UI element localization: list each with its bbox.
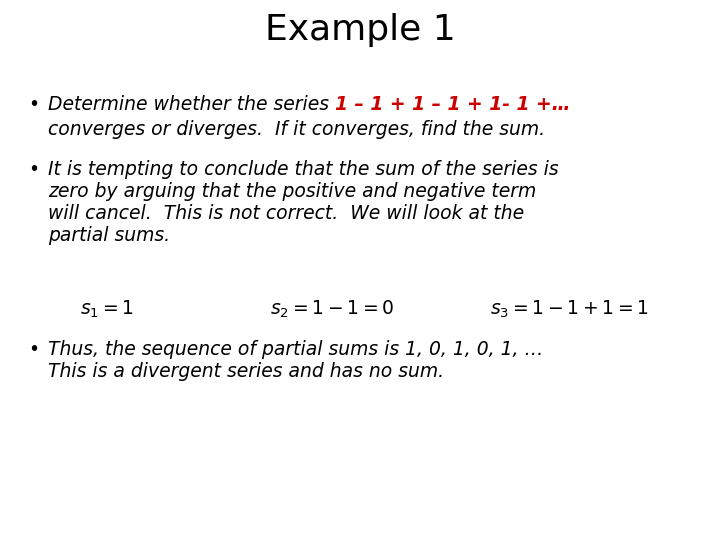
Text: zero by arguing that the positive and negative term: zero by arguing that the positive and ne… — [48, 182, 536, 201]
Text: Example 1: Example 1 — [265, 13, 455, 47]
Text: •: • — [28, 95, 39, 114]
Text: •: • — [28, 340, 39, 359]
Text: $s_3 = 1 - 1 + 1 = 1$: $s_3 = 1 - 1 + 1 = 1$ — [490, 299, 649, 320]
Text: Determine whether the series: Determine whether the series — [48, 95, 335, 114]
Text: $s_1 = 1$: $s_1 = 1$ — [80, 299, 134, 320]
Text: 1 – 1 + 1 – 1 + 1- 1 +…: 1 – 1 + 1 – 1 + 1- 1 +… — [335, 95, 570, 114]
Text: Thus, the sequence of partial sums is 1, 0, 1, 0, 1, …: Thus, the sequence of partial sums is 1,… — [48, 340, 544, 359]
Text: This is a divergent series and has no sum.: This is a divergent series and has no su… — [48, 362, 444, 381]
Text: •: • — [28, 160, 39, 179]
Text: It is tempting to conclude that the sum of the series is: It is tempting to conclude that the sum … — [48, 160, 559, 179]
Text: partial sums.: partial sums. — [48, 226, 170, 245]
Text: will cancel.  This is not correct.  We will look at the: will cancel. This is not correct. We wil… — [48, 204, 524, 223]
Text: $s_2 = 1 - 1 = 0$: $s_2 = 1 - 1 = 0$ — [270, 299, 395, 320]
Text: converges or diverges.  If it converges, find the sum.: converges or diverges. If it converges, … — [48, 120, 545, 139]
